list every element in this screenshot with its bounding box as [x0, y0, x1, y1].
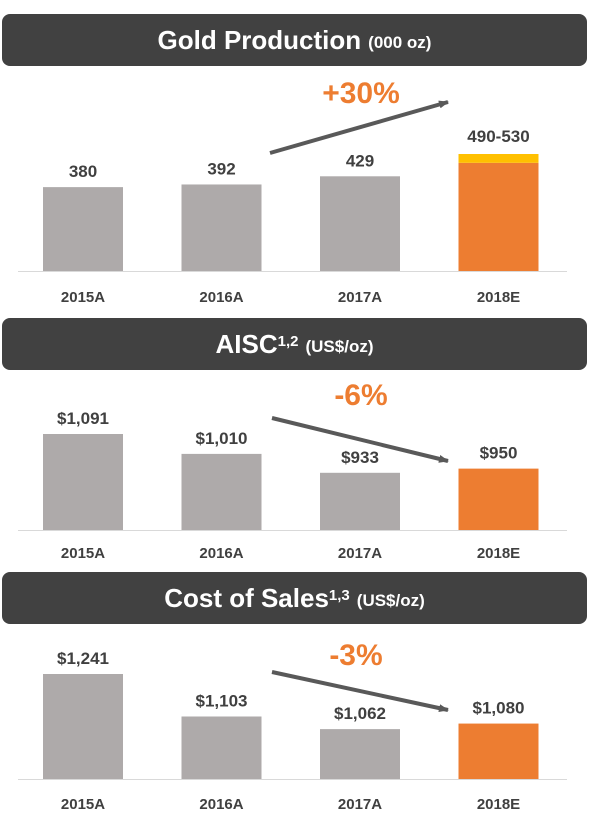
trend-arrow	[271, 416, 449, 463]
chart-unit: (000 oz)	[368, 33, 432, 52]
data-label: $1,241	[57, 649, 109, 668]
bar	[181, 184, 262, 271]
x-tick-label: 2015A	[61, 796, 105, 813]
chart-title-banner: AISC 1,2 (US$/oz)	[2, 318, 587, 370]
data-label: $1,010	[196, 429, 248, 448]
x-tick-label: 2016A	[199, 545, 243, 562]
trend-arrow	[271, 670, 449, 713]
data-label: 429	[346, 151, 374, 170]
chart-title: Gold Production	[157, 24, 362, 55]
data-label: $1,062	[334, 704, 386, 723]
range-bar	[458, 154, 539, 163]
x-tick-label: 2016A	[199, 796, 243, 813]
bar	[43, 674, 123, 779]
gold-production-chart: 380 2015A 392 2016A 429 2017A 490-530 2018E +30%	[18, 77, 567, 306]
chart-title: AISC	[215, 328, 278, 359]
bar	[458, 723, 539, 779]
bar	[320, 729, 400, 779]
change-percent-label: +30%	[322, 77, 400, 110]
bar	[43, 434, 123, 530]
x-tick-label: 2017A	[338, 289, 382, 306]
bar	[43, 187, 123, 271]
bar	[320, 472, 400, 530]
aisc-chart: $1,091 2015A $1,010 2016A $933 2017A $950 2018E…	[18, 379, 567, 562]
data-label: $1,091	[57, 409, 109, 428]
chart-title-banner: Gold Production (000 oz)	[2, 14, 587, 66]
bar	[181, 716, 262, 779]
bar	[320, 176, 400, 271]
x-tick-label: 2018E	[477, 796, 520, 813]
x-tick-label: 2016A	[199, 289, 243, 306]
chart-title: Cost of Sales	[164, 582, 329, 613]
bar	[458, 468, 539, 530]
data-label: $1,080	[473, 699, 525, 718]
x-tick-label: 2015A	[61, 545, 105, 562]
data-label: $933	[341, 448, 379, 467]
bar	[458, 162, 539, 271]
data-label: 490-530	[467, 127, 529, 146]
data-label: 392	[207, 159, 235, 178]
x-tick-label: 2018E	[477, 289, 520, 306]
chart-unit: (US$/oz)	[356, 591, 425, 610]
x-tick-label: 2017A	[338, 545, 382, 562]
chart-title-superscript: 1,2	[277, 332, 299, 350]
data-label: 380	[69, 162, 97, 181]
bar	[181, 453, 262, 530]
trend-arrow	[269, 100, 449, 155]
change-percent-label: -3%	[329, 639, 382, 672]
x-tick-label: 2015A	[61, 289, 105, 306]
data-label: $950	[480, 444, 518, 463]
chart-unit: (US$/oz)	[305, 337, 374, 356]
data-label: $1,103	[196, 691, 248, 710]
cost-of-sales-chart: $1,241 2015A $1,103 2016A $1,062 2017A $1,080 2…	[18, 639, 567, 813]
chart-title-banner: Cost of Sales 1,3 (US$/oz)	[2, 572, 587, 624]
change-percent-label: -6%	[334, 379, 387, 412]
chart-title-superscript: 1,3	[328, 586, 350, 604]
x-tick-label: 2018E	[477, 545, 520, 562]
x-tick-label: 2017A	[338, 796, 382, 813]
